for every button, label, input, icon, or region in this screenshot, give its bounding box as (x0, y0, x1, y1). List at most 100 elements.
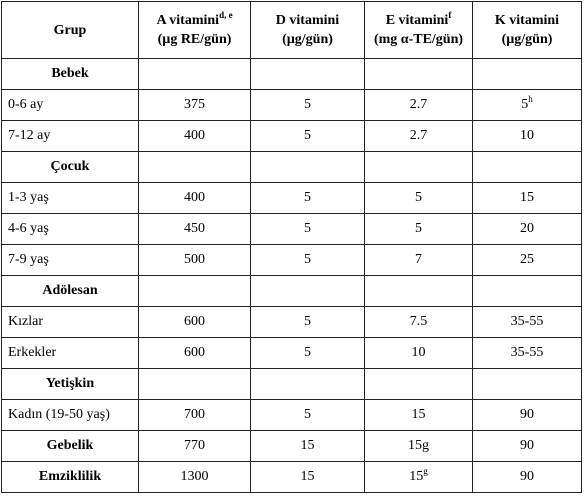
label-text: Adölesan (42, 283, 98, 298)
data-row: 4-6 yaş 450 5 5 20 (1, 213, 582, 245)
value-cell: 770 (138, 430, 251, 462)
value-cell (138, 368, 251, 400)
cell-text: 400 (184, 190, 205, 205)
value-cell: 90 (472, 399, 582, 431)
value-cell: 15 (364, 399, 473, 431)
value-cell (250, 368, 365, 400)
cell-text: 5 (304, 190, 311, 205)
row-label: Adölesan (1, 275, 139, 307)
row-label: Emziklilik (1, 461, 139, 493)
group-row: Çocuk (1, 151, 582, 183)
label-text: 7-9 yaş (8, 252, 49, 267)
value-cell (472, 151, 582, 183)
row-label: Yetişkin (1, 368, 139, 400)
header-row: Grup A vitaminid, e (µg RE/gün) D vitamini (… (1, 1, 582, 59)
value-cell: 2.7 (364, 89, 473, 121)
group-row: Bebek (1, 58, 582, 90)
value-cell: 600 (138, 306, 251, 338)
row-label: Gebelik (1, 430, 139, 462)
cell-text: 600 (184, 314, 205, 329)
data-row: 7-9 yaş 500 5 7 25 (1, 244, 582, 276)
label-text: 1-3 yaş (8, 190, 49, 205)
cell-text: 10 (411, 345, 426, 360)
value-cell: 400 (138, 182, 251, 214)
header-cell: Grup (1, 1, 139, 59)
header-cell: A vitaminid, e (µg RE/gün) (138, 1, 251, 59)
label-text: 0-6 ay (8, 97, 44, 112)
value-cell: 15g (364, 461, 473, 493)
row-label: 7-9 yaş (1, 244, 139, 276)
value-cell (472, 58, 582, 90)
value-cell: 15 (250, 461, 365, 493)
value-cell: 375 (138, 89, 251, 121)
header-unit: (mg α-TE/gün) (373, 32, 464, 47)
header-cell: E vitaminif (mg α-TE/gün) (364, 1, 473, 59)
cell-text: 600 (184, 345, 205, 360)
value-cell (138, 58, 251, 90)
cell-text: 5 (304, 221, 311, 236)
cell-text: 1300 (180, 469, 209, 484)
data-row: 0-6 ay 375 5 2.7 5h (1, 89, 582, 121)
label-text: 4-6 yaş (8, 221, 49, 236)
value-cell: 5 (250, 213, 365, 245)
cell-text: 15 (409, 469, 424, 484)
cell-text: 5 (415, 221, 422, 236)
data-row: Kızlar 600 5 7.5 35-55 (1, 306, 582, 338)
value-cell (364, 368, 473, 400)
value-cell (472, 275, 582, 307)
cell-text: 20 (520, 221, 534, 236)
label-text: 7-12 ay (8, 128, 51, 143)
cell-text: 5 (304, 314, 311, 329)
footnote-mark: h (528, 94, 533, 104)
data-row: 7-12 ay 400 5 2.7 10 (1, 120, 582, 152)
value-cell: 5 (250, 89, 365, 121)
cell-text: 15 (411, 407, 426, 422)
cell-text: 700 (184, 407, 205, 422)
table-body: Bebek 0-6 ay 375 5 2.7 5h 7-12 ay 400 5 2.7 10 Çocu… (1, 58, 582, 493)
value-cell: 15 (472, 182, 582, 214)
cell-text: 15g (408, 438, 429, 453)
cell-text: 5 (304, 128, 311, 143)
value-cell (472, 368, 582, 400)
cell-text: 7 (415, 252, 422, 267)
label-text: Yetişkin (45, 376, 95, 391)
cell-text: 15 (300, 469, 315, 484)
cell-text: 25 (520, 252, 534, 267)
value-cell: 5 (250, 306, 365, 338)
value-cell: 450 (138, 213, 251, 245)
value-cell (138, 151, 251, 183)
cell-text: 5 (521, 97, 529, 112)
cell-text: 7.5 (409, 314, 428, 329)
footnote-mark: f (448, 10, 452, 20)
value-cell: 20 (472, 213, 582, 245)
value-cell: 10 (472, 120, 582, 152)
cell-text: 500 (184, 252, 205, 267)
header-unit: (µg RE/gün) (157, 32, 232, 47)
group-row: Adölesan (1, 275, 582, 307)
cell-text: 400 (184, 128, 205, 143)
value-cell: 500 (138, 244, 251, 276)
value-cell: 7 (364, 244, 473, 276)
row-label: 7-12 ay (1, 120, 139, 152)
cell-text: 90 (520, 407, 534, 422)
label-text: Kızlar (8, 314, 43, 329)
cell-text: 2.7 (409, 128, 428, 143)
data-row: Kadın (19-50 yaş) 700 5 15 90 (1, 399, 582, 431)
value-cell: 5 (250, 337, 365, 369)
cell-text: 35-55 (510, 345, 544, 360)
value-cell: 1300 (138, 461, 251, 493)
cell-text: 5 (304, 407, 311, 422)
header-cell: D vitamini (µg/gün) (250, 1, 365, 59)
cell-text: 10 (520, 128, 534, 143)
value-cell: 7.5 (364, 306, 473, 338)
header-text: A vitamini (156, 13, 220, 28)
row-label: Kadın (19-50 yaş) (1, 399, 139, 431)
cell-text: 15 (300, 438, 315, 453)
value-cell: 5h (472, 89, 582, 121)
value-cell: 90 (472, 430, 582, 462)
value-cell: 90 (472, 461, 582, 493)
label-text: Emziklilik (38, 469, 102, 484)
row-label: 1-3 yaş (1, 182, 139, 214)
cell-text: 90 (520, 438, 534, 453)
